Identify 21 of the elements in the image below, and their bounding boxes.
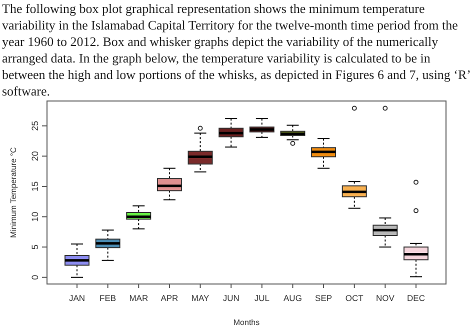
y-tick-label: 5 <box>30 244 40 250</box>
x-tick-label: SEP <box>315 293 332 303</box>
x-tick-label: OCT <box>345 293 364 303</box>
y-tick-label: 20 <box>30 151 40 162</box>
x-tick-label: MAY <box>191 293 210 303</box>
x-axis-title: Months <box>233 318 260 327</box>
y-tick-label: 10 <box>30 212 40 222</box>
y-tick-label: 25 <box>30 120 40 131</box>
x-tick-label: MAR <box>129 293 148 303</box>
note: The following box plot graphical representation shows the minimum temperature variability in the Islamabad Capital Territory for the twelve-month time period from the year 1960 to 2012. Box and whisker graphs depict the variability of the numerically arranged data. In the graph below, the temperature variability is calculated to be in between the high and low portions of the whisks, as depicted in Figures 6 and 7, using ‘R’ software. <box>2 1 472 98</box>
x-tick-label: DEC <box>407 293 425 303</box>
x-tick-label: AUG <box>284 293 302 303</box>
x-tick-label: APR <box>160 293 178 303</box>
y-axis-title: Minimum Temperature °C <box>9 146 18 238</box>
x-tick-label: JUN <box>222 293 240 303</box>
y-tick-label: 0 <box>30 274 40 280</box>
x-tick-label: NOV <box>376 293 395 303</box>
x-tick-label: JUL <box>254 293 270 303</box>
x-tick-label: JAN <box>68 293 86 303</box>
x-tick-label: FEB <box>100 293 116 303</box>
y-tick-label: 15 <box>30 181 40 192</box>
